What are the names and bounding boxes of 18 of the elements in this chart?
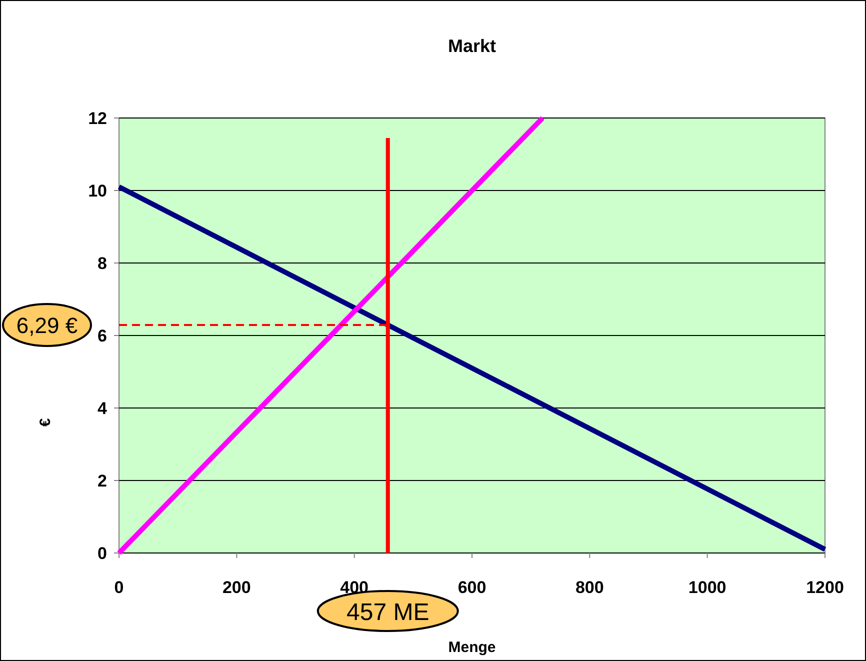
y-tick-label: 12 xyxy=(88,109,107,128)
x-tick-label: 800 xyxy=(575,578,604,597)
x-tick-label: 600 xyxy=(458,578,486,597)
y-tick-label: 10 xyxy=(88,182,107,200)
x-tick-label: 200 xyxy=(222,578,251,597)
y-axis-title: € xyxy=(37,418,54,427)
y-tick-label: 6 xyxy=(98,326,107,346)
ref-line-label: 6,29 € xyxy=(16,312,78,338)
x-tick-label: 0 xyxy=(114,578,124,597)
y-tick-label: 0 xyxy=(98,544,107,563)
chart-title: Markt xyxy=(448,36,496,56)
ref-line-label: 457 ME xyxy=(346,599,430,626)
x-axis-title: Menge xyxy=(448,639,496,656)
x-tick-label: 1200 xyxy=(806,578,844,597)
y-tick-label: 2 xyxy=(98,472,107,490)
y-tick-label: 8 xyxy=(98,254,107,273)
x-tick-label: 1000 xyxy=(688,578,726,597)
y-tick-label: 4 xyxy=(98,399,108,418)
